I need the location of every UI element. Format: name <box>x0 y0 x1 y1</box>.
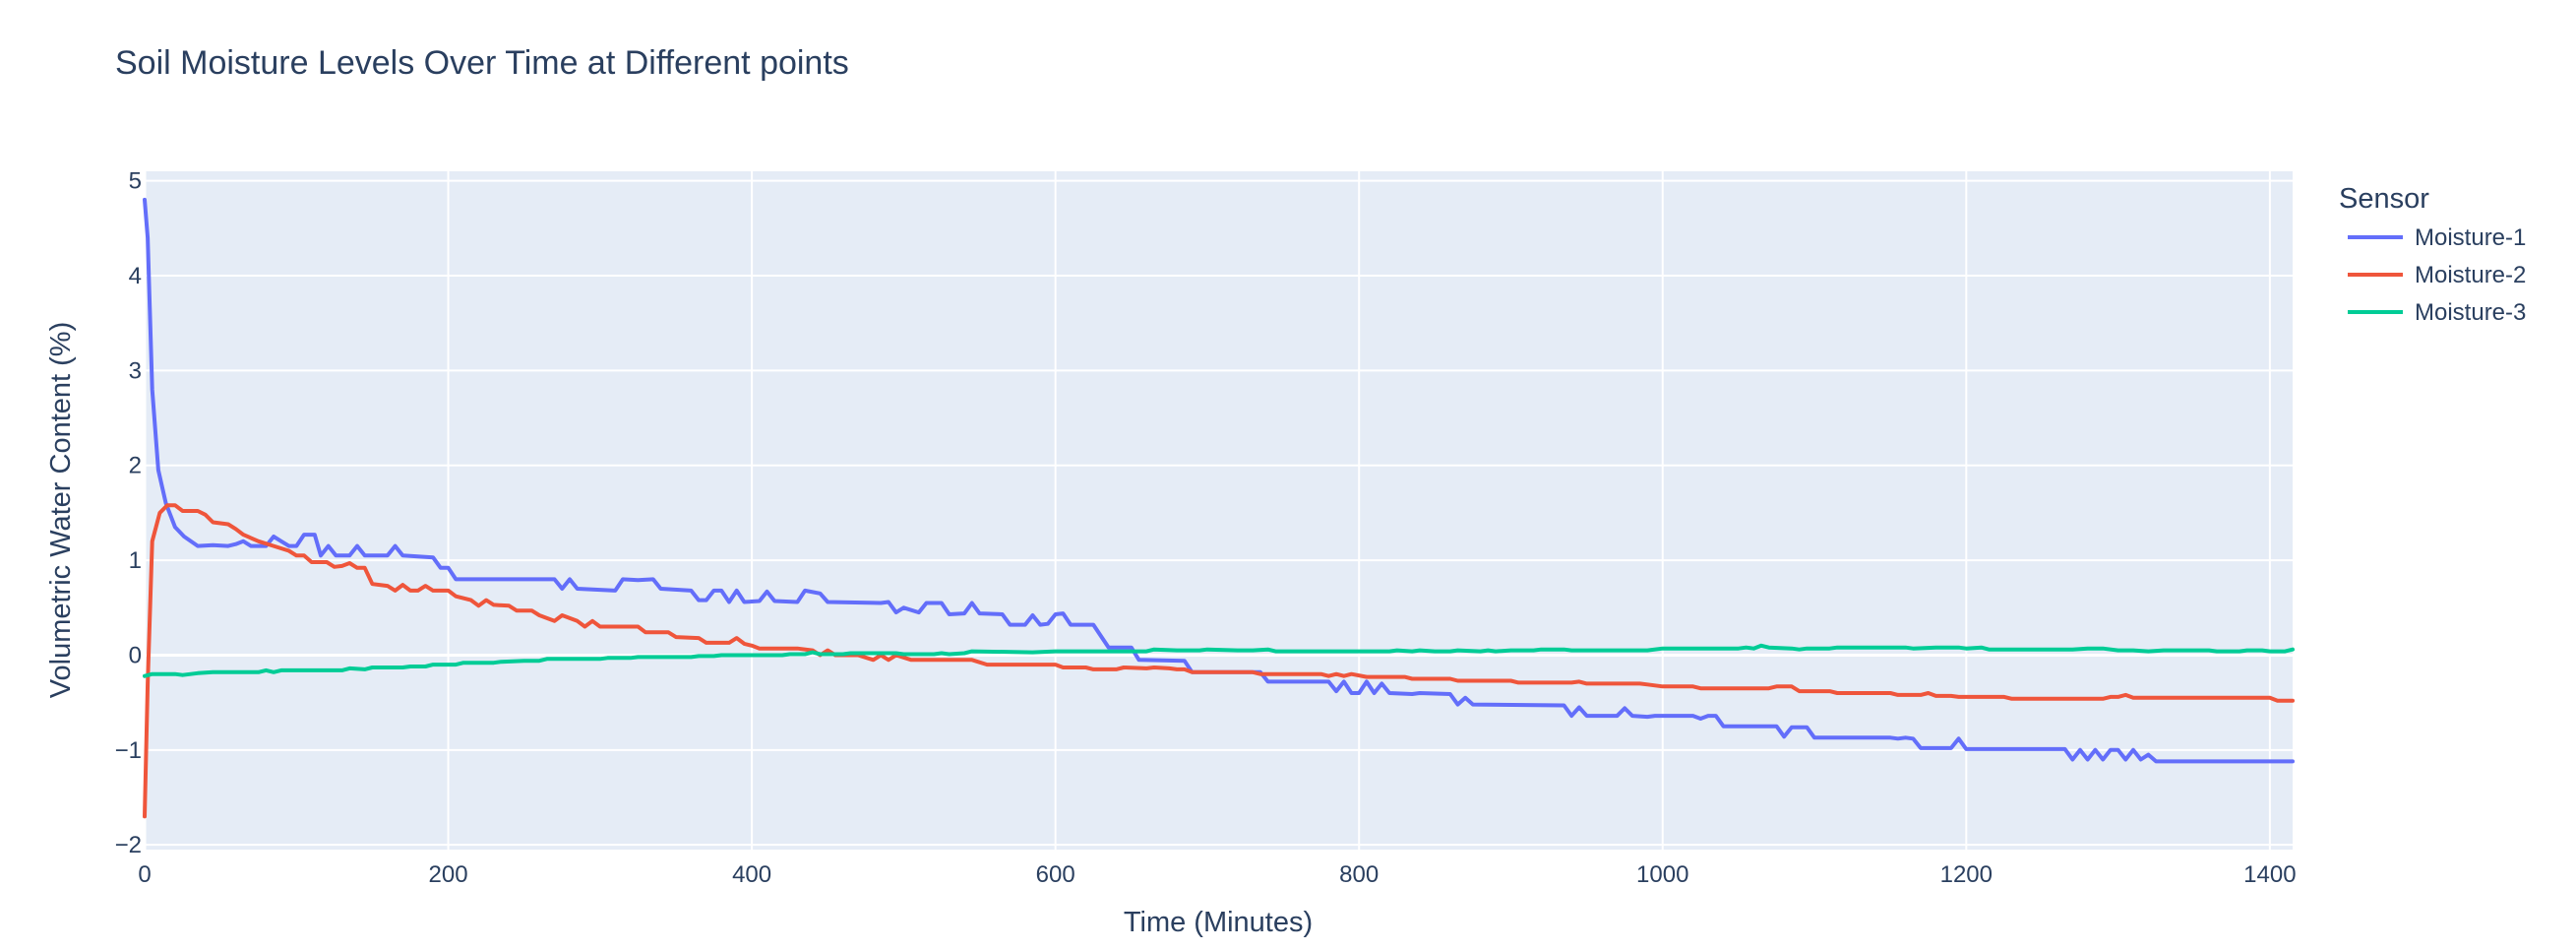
y-tick-label-4: 4 <box>129 263 142 289</box>
legend-label-moisture-3: Moisture-3 <box>2415 299 2526 326</box>
x-tick-label-0: 0 <box>138 861 151 888</box>
y-tick-label--2: −2 <box>115 832 142 858</box>
series-lines <box>143 197 2295 819</box>
x-tick-label-1000: 1000 <box>1636 861 1688 888</box>
tick-labels: 0 200 400 600 800 1000 1200 1400 −2 −1 0 1 2 3 4 5 <box>115 168 2297 888</box>
y-tick-label-3: 3 <box>129 357 142 384</box>
x-tick-label-400: 400 <box>732 861 771 888</box>
y-tick-label-5: 5 <box>129 168 142 195</box>
series-line-moisture-1 <box>143 197 2295 764</box>
x-tick-label-600: 600 <box>1036 861 1075 888</box>
y-tick-label-2: 2 <box>129 453 142 479</box>
legend-label-moisture-1: Moisture-1 <box>2415 224 2526 251</box>
x-tick-label-800: 800 <box>1339 861 1379 888</box>
legend-title: Sensor <box>2339 183 2429 215</box>
y-tick-label-1: 1 <box>129 547 142 574</box>
legend-label-moisture-2: Moisture-2 <box>2415 262 2526 288</box>
x-tick-label-200: 200 <box>429 861 468 888</box>
chart-title: Soil Moisture Levels Over Time at Differ… <box>115 44 849 82</box>
legend: Sensor Moisture-1 Moisture-2 Moisture-3 <box>2339 183 2526 326</box>
gridlines <box>143 171 2293 850</box>
x-axis-title: Time (Minutes) <box>1124 907 1313 938</box>
x-tick-label-1400: 1400 <box>2243 861 2296 888</box>
x-tick-label-1200: 1200 <box>1940 861 1993 888</box>
y-axis-title: Volumetric Water Content (%) <box>45 322 77 699</box>
y-tick-label-0: 0 <box>129 642 142 668</box>
plot-area <box>145 171 2293 850</box>
series-line-moisture-3 <box>143 643 2295 678</box>
y-tick-label--1: −1 <box>115 737 142 764</box>
